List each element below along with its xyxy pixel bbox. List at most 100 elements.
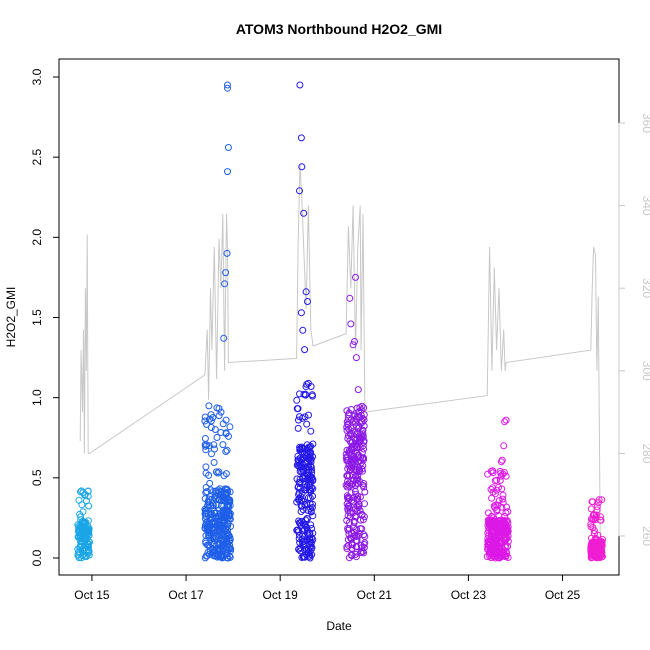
data-point — [503, 529, 511, 537]
data-point — [298, 489, 306, 497]
data-point — [223, 534, 231, 542]
data-point — [222, 269, 230, 277]
data-point — [306, 536, 314, 544]
data-point — [502, 416, 510, 424]
data-point — [587, 505, 595, 513]
data-point — [307, 542, 315, 550]
data-point — [202, 446, 210, 454]
data-point — [502, 525, 510, 533]
y-tick-label: 0.0 — [30, 549, 44, 566]
data-point — [484, 509, 492, 517]
data-point — [344, 536, 352, 544]
data-point — [498, 503, 506, 511]
data-point — [597, 516, 605, 524]
data-point — [304, 507, 312, 514]
data-point — [226, 498, 234, 506]
data-point — [355, 465, 363, 473]
data-point — [79, 529, 87, 537]
data-point — [203, 420, 210, 428]
point-layer — [74, 81, 606, 562]
data-point — [209, 534, 217, 542]
data-point — [489, 467, 497, 475]
data-point — [303, 500, 311, 508]
data-point — [595, 552, 603, 560]
data-point — [501, 535, 509, 543]
data-point — [350, 412, 358, 420]
y-tick-label: 1.5 — [30, 309, 44, 326]
data-point — [351, 338, 358, 345]
data-point — [215, 412, 223, 420]
data-point — [599, 536, 606, 543]
data-point — [307, 427, 315, 435]
data-point — [300, 209, 308, 217]
data-point — [488, 494, 496, 502]
data-point — [344, 471, 352, 479]
data-point — [303, 515, 311, 523]
x-axis: Oct 15 Oct 17 Oct 19 Oct 21 Oct 23 Oct 25 — [74, 574, 581, 602]
data-point — [224, 84, 231, 92]
data-point — [344, 526, 352, 534]
data-point — [356, 404, 364, 412]
data-point — [210, 552, 218, 560]
data-point — [309, 529, 317, 537]
data-point — [356, 477, 363, 485]
data-point — [308, 544, 316, 552]
data-point — [210, 459, 218, 466]
data-point — [213, 521, 221, 529]
data-point — [205, 471, 213, 479]
data-point — [309, 492, 316, 500]
data-point — [355, 468, 363, 476]
data-point — [224, 501, 232, 509]
data-point — [492, 545, 500, 553]
data-point — [358, 454, 366, 462]
data-point — [503, 503, 510, 511]
data-point — [208, 524, 216, 532]
data-point — [293, 405, 301, 413]
data-point — [79, 508, 87, 516]
data-point — [213, 434, 221, 441]
data-point — [485, 517, 493, 525]
data-point — [294, 424, 302, 432]
data-point — [203, 441, 211, 449]
data-point — [501, 513, 509, 520]
data-point — [297, 309, 305, 317]
x-tick-label: Oct 17 — [168, 588, 204, 602]
data-point — [293, 396, 301, 404]
data-point — [224, 144, 232, 151]
data-point — [202, 484, 210, 491]
data-point — [223, 249, 231, 257]
data-point — [213, 489, 221, 497]
data-point — [201, 413, 209, 421]
data-point — [306, 494, 314, 502]
data-point — [303, 380, 311, 388]
y-tick-label: 3.0 — [30, 68, 44, 85]
data-point — [296, 443, 304, 451]
data-point — [215, 468, 223, 476]
data-point — [222, 470, 230, 478]
data-point — [344, 435, 352, 442]
y2-tick-label: 320 — [640, 278, 650, 298]
data-point — [294, 526, 302, 534]
data-point — [487, 546, 495, 553]
data-point — [297, 134, 305, 142]
data-point — [205, 402, 213, 410]
x-tick-label: Oct 15 — [74, 588, 110, 602]
data-point — [201, 417, 209, 425]
data-point — [204, 497, 212, 505]
data-point — [500, 442, 508, 450]
data-point — [502, 521, 510, 529]
data-point — [81, 552, 89, 560]
data-point — [491, 504, 499, 512]
y-tick-label: 2.5 — [30, 149, 44, 166]
data-point — [304, 545, 312, 553]
data-point — [223, 550, 231, 558]
x-tick-label: Oct 23 — [451, 588, 487, 602]
data-point — [84, 542, 92, 550]
data-point — [201, 524, 209, 532]
data-point — [309, 512, 317, 520]
data-point — [215, 405, 223, 412]
data-point — [204, 541, 211, 549]
data-point — [208, 450, 215, 458]
data-point — [351, 428, 359, 436]
data-point — [86, 538, 93, 546]
